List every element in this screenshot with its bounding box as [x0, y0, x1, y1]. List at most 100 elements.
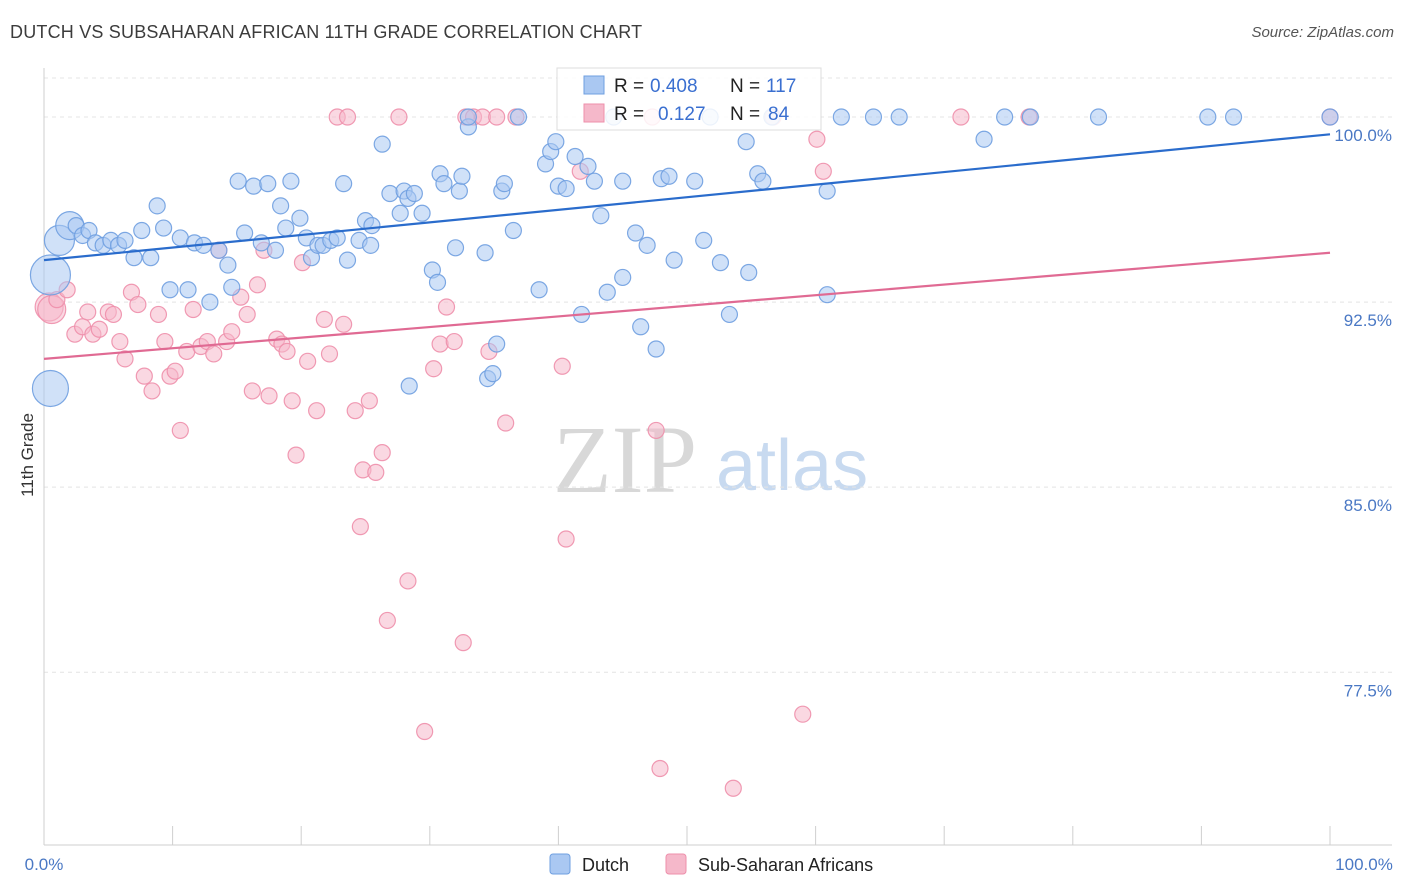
- african-point: [557, 530, 575, 548]
- african-point: [104, 305, 123, 324]
- dutch-point: [446, 239, 465, 257]
- dutch-point: [229, 172, 247, 190]
- dutch-point: [428, 273, 447, 291]
- x-tick-label-right: 100.0%: [1335, 855, 1393, 874]
- dutch-point: [598, 283, 616, 301]
- african-point: [171, 421, 189, 440]
- trend-line-dutch: [43, 133, 1331, 262]
- african-point: [260, 387, 278, 405]
- dutch-point: [391, 204, 409, 222]
- dutch-point: [665, 251, 683, 269]
- african-point: [814, 162, 832, 180]
- dutch-point: [686, 172, 704, 190]
- african-point: [373, 444, 391, 462]
- african-point: [184, 300, 202, 319]
- african-point: [346, 402, 364, 420]
- dutch-point: [509, 108, 528, 126]
- african-point: [425, 360, 443, 378]
- african-point: [143, 382, 161, 400]
- trend-lines: [43, 133, 1331, 360]
- dutch-point: [223, 278, 241, 296]
- stats-african-r-value: 0.127: [658, 104, 706, 125]
- stats-african-n-label: N =: [730, 104, 760, 125]
- watermark-zip: ZIP: [553, 406, 697, 513]
- legend-african-swatch: [665, 853, 687, 875]
- african-point: [243, 382, 261, 400]
- y-tick-label: 92.5%: [1344, 311, 1392, 330]
- dutch-point: [291, 209, 309, 227]
- dutch-point: [133, 221, 151, 240]
- dutch-point: [219, 256, 237, 274]
- stats-box: R = 0.408 N = 117 R = 0.127 N = 84: [556, 67, 822, 131]
- axes: [43, 68, 1392, 846]
- african-point: [278, 342, 296, 361]
- african-point: [488, 108, 506, 126]
- legend-african-label: Sub-Saharan Africans: [698, 855, 873, 875]
- dutch-point: [660, 167, 678, 185]
- dutch-point: [363, 216, 381, 235]
- x-ticks: [43, 826, 1331, 845]
- dutch-point: [818, 182, 836, 200]
- african-point: [808, 130, 826, 148]
- chart-source: Source: ZipAtlas.com: [1251, 24, 1394, 41]
- stats-dutch-r-label: R =: [614, 76, 644, 97]
- dutch-point: [259, 175, 277, 193]
- dutch-point: [695, 231, 713, 250]
- watermark-atlas: atlas: [716, 426, 868, 506]
- dutch-point: [754, 172, 772, 190]
- dutch-point: [148, 197, 166, 215]
- dutch-point: [638, 236, 656, 254]
- dutch-point: [495, 175, 513, 193]
- dutch-point: [435, 175, 453, 193]
- dutch-point: [116, 231, 134, 250]
- african-point: [299, 352, 317, 370]
- dutch-point: [579, 157, 597, 175]
- y-tick-label: 77.5%: [1344, 681, 1392, 700]
- dutch-point: [547, 133, 565, 151]
- dutch-point: [626, 224, 645, 242]
- series-dutch-points: [29, 108, 1339, 408]
- dutch-point: [282, 172, 300, 190]
- african-point: [116, 350, 134, 368]
- african-point: [223, 323, 241, 341]
- dutch-point: [488, 335, 506, 353]
- dutch-point: [557, 179, 575, 198]
- dutch-point: [566, 147, 584, 166]
- african-point: [283, 392, 301, 410]
- african-point: [351, 518, 369, 536]
- african-point: [166, 362, 184, 380]
- african-point: [308, 402, 326, 420]
- y-tick-label: 100.0%: [1334, 126, 1392, 145]
- legend: Dutch Sub-Saharan Africans: [549, 853, 873, 875]
- x-tick-label-left: 0.0%: [25, 855, 64, 874]
- stats-african-r-label: R =: [614, 104, 644, 125]
- african-point: [315, 310, 333, 328]
- african-point: [445, 332, 463, 351]
- dutch-point: [832, 108, 850, 126]
- african-point: [335, 315, 353, 333]
- stats-dutch-swatch: [583, 75, 605, 95]
- african-point: [367, 463, 385, 481]
- y-tick-labels: 100.0% 92.5% 85.0% 77.5%: [1334, 126, 1392, 700]
- african-point: [724, 779, 742, 797]
- african-point: [794, 705, 812, 723]
- dutch-point: [338, 251, 357, 269]
- dutch-point: [381, 184, 399, 203]
- stats-dutch-n-label: N =: [730, 76, 760, 97]
- dutch-point: [179, 281, 197, 299]
- dutch-point: [504, 221, 522, 240]
- dutch-point: [201, 293, 219, 311]
- dutch-point: [125, 249, 143, 267]
- legend-dutch-label: Dutch: [582, 855, 629, 875]
- dutch-point: [484, 365, 502, 383]
- african-point: [378, 611, 396, 630]
- dutch-point: [975, 130, 993, 148]
- dutch-point: [996, 108, 1014, 126]
- y-axis-label: 11th Grade: [18, 413, 37, 497]
- african-point: [651, 759, 669, 778]
- dutch-point: [405, 184, 423, 203]
- african-point: [390, 108, 408, 126]
- dutch-point: [154, 219, 173, 237]
- african-point: [287, 446, 305, 464]
- dutch-point: [373, 135, 391, 153]
